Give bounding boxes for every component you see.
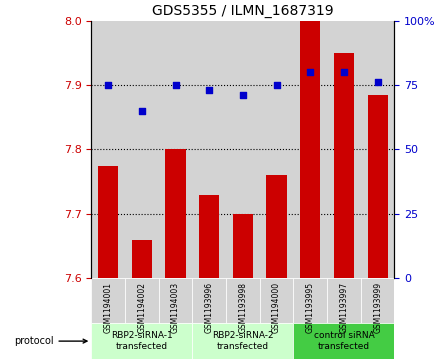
Bar: [300, 21, 320, 278]
Bar: [367, 95, 388, 278]
FancyBboxPatch shape: [92, 323, 192, 359]
Text: GSM1194002: GSM1194002: [137, 282, 147, 333]
FancyBboxPatch shape: [92, 278, 125, 323]
Text: RBP2-siRNA-2
transfected: RBP2-siRNA-2 transfected: [212, 331, 274, 351]
Point: [205, 87, 213, 93]
Bar: [92, 21, 125, 278]
Title: GDS5355 / ILMN_1687319: GDS5355 / ILMN_1687319: [152, 4, 334, 18]
Point: [374, 79, 381, 85]
Point: [172, 82, 179, 88]
Point: [273, 82, 280, 88]
FancyBboxPatch shape: [192, 323, 293, 359]
Point: [341, 69, 348, 75]
Text: protocol: protocol: [14, 336, 87, 346]
Bar: [267, 175, 287, 278]
Bar: [192, 21, 226, 278]
Text: control siRNA
transfected: control siRNA transfected: [314, 331, 374, 351]
Bar: [125, 21, 159, 278]
Text: GSM1193999: GSM1193999: [373, 282, 382, 334]
Bar: [334, 53, 354, 278]
Bar: [233, 214, 253, 278]
Text: GSM1193997: GSM1193997: [339, 282, 348, 334]
Point: [138, 108, 145, 114]
Bar: [293, 21, 327, 278]
Text: GSM1193995: GSM1193995: [306, 282, 315, 334]
FancyBboxPatch shape: [293, 278, 327, 323]
Bar: [132, 240, 152, 278]
Bar: [199, 195, 219, 278]
FancyBboxPatch shape: [327, 278, 361, 323]
FancyBboxPatch shape: [293, 323, 395, 359]
Point: [239, 93, 246, 98]
Point: [105, 82, 112, 88]
Bar: [226, 21, 260, 278]
Text: GSM1194003: GSM1194003: [171, 282, 180, 334]
FancyBboxPatch shape: [192, 278, 226, 323]
FancyBboxPatch shape: [361, 278, 395, 323]
Bar: [361, 21, 395, 278]
Text: GSM1194001: GSM1194001: [104, 282, 113, 333]
FancyBboxPatch shape: [159, 278, 192, 323]
Bar: [159, 21, 192, 278]
Point: [307, 69, 314, 75]
Text: GSM1193996: GSM1193996: [205, 282, 214, 334]
Bar: [327, 21, 361, 278]
Bar: [98, 166, 118, 278]
FancyBboxPatch shape: [226, 278, 260, 323]
Bar: [260, 21, 293, 278]
Bar: [165, 150, 186, 278]
FancyBboxPatch shape: [260, 278, 293, 323]
Text: RBP2-siRNA-1
transfected: RBP2-siRNA-1 transfected: [111, 331, 173, 351]
Text: GSM1193998: GSM1193998: [238, 282, 247, 333]
FancyBboxPatch shape: [125, 278, 159, 323]
Text: GSM1194000: GSM1194000: [272, 282, 281, 334]
